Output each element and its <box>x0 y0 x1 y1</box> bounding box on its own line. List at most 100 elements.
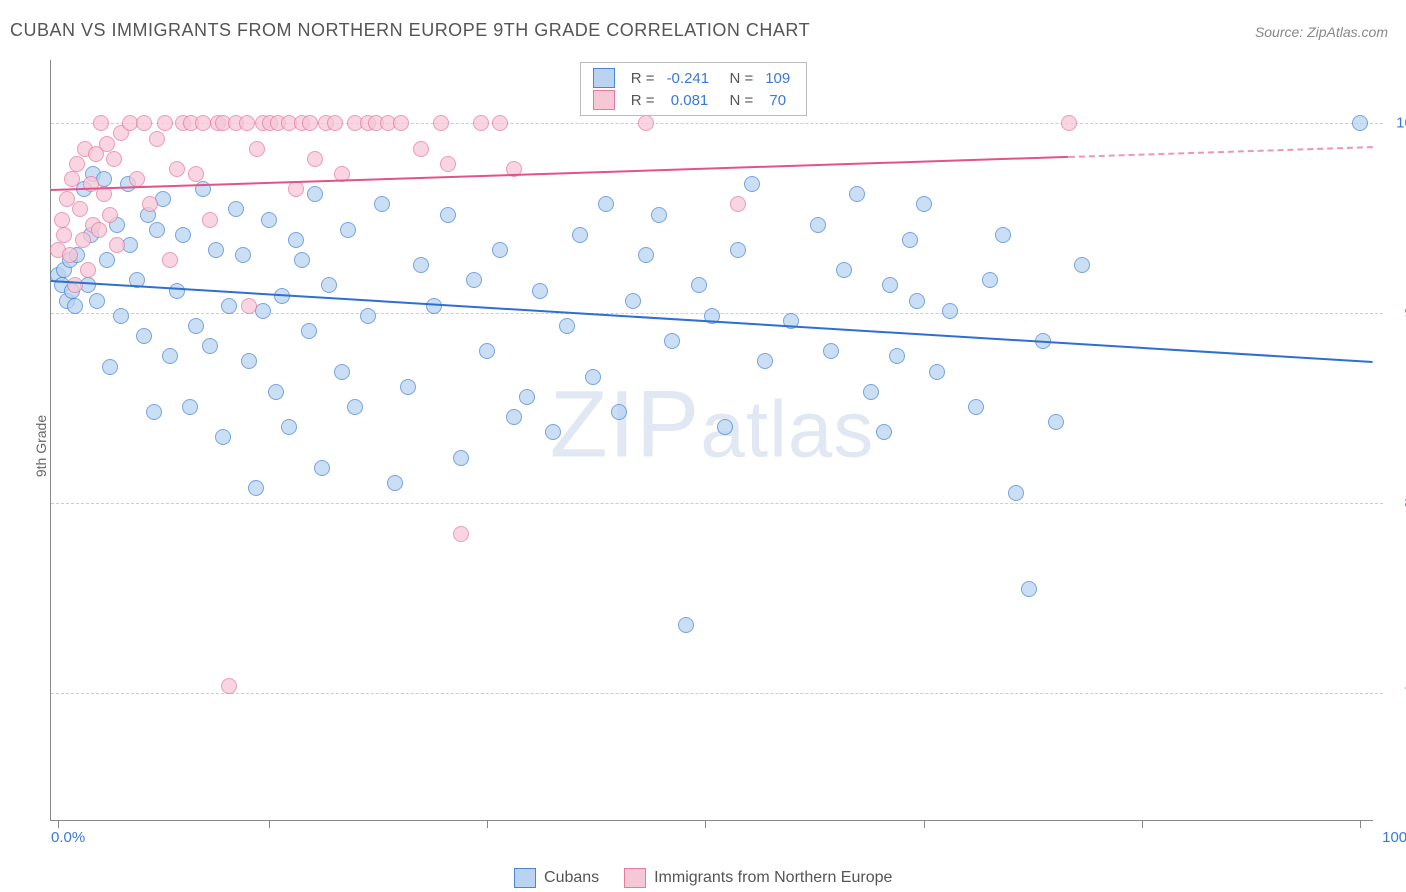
data-point <box>340 222 356 238</box>
data-point <box>836 262 852 278</box>
data-point <box>691 277 707 293</box>
data-point <box>175 227 191 243</box>
legend-bottom: Cubans Immigrants from Northern Europe <box>0 868 1406 888</box>
data-point <box>995 227 1011 243</box>
data-point <box>611 404 627 420</box>
data-point <box>294 252 310 268</box>
data-point <box>93 115 109 131</box>
data-point <box>942 303 958 319</box>
data-point <box>215 429 231 445</box>
legend-table: R =-0.241 N =109R = 0.081 N = 70 <box>587 67 796 111</box>
data-point <box>1352 115 1368 131</box>
data-point <box>221 678 237 694</box>
data-point <box>202 212 218 228</box>
legend-swatch-icon <box>514 868 536 888</box>
data-point <box>162 252 178 268</box>
data-point <box>598 196 614 212</box>
data-point <box>664 333 680 349</box>
data-point <box>157 115 173 131</box>
data-point <box>221 298 237 314</box>
data-point <box>195 115 211 131</box>
data-point <box>327 115 343 131</box>
source-label: Source: <box>1255 24 1307 40</box>
trend-line <box>51 280 1373 363</box>
y-tick-label: 92.5% <box>1387 305 1406 322</box>
data-point <box>249 141 265 157</box>
data-point <box>360 308 376 324</box>
data-point <box>916 196 932 212</box>
y-tick-label: 100.0% <box>1387 115 1406 132</box>
data-point <box>228 201 244 217</box>
data-point <box>453 450 469 466</box>
data-point <box>109 237 125 253</box>
data-point <box>1048 414 1064 430</box>
data-point <box>823 343 839 359</box>
data-point <box>810 217 826 233</box>
data-point <box>863 384 879 400</box>
x-tick <box>924 820 925 828</box>
data-point <box>519 389 535 405</box>
data-point <box>136 115 152 131</box>
data-point <box>202 338 218 354</box>
data-point <box>1074 257 1090 273</box>
data-point <box>572 227 588 243</box>
x-tick <box>58 820 59 828</box>
data-point <box>1008 485 1024 501</box>
x-tick-label: 100.0% <box>1382 829 1406 846</box>
data-point <box>248 480 264 496</box>
x-tick <box>705 820 706 828</box>
legend-item-immigrants: Immigrants from Northern Europe <box>624 869 893 886</box>
data-point <box>400 379 416 395</box>
legend-inset: R =-0.241 N =109R = 0.081 N = 70 <box>580 62 807 116</box>
data-point <box>67 277 83 293</box>
watermark: ZIPatlas <box>550 370 875 479</box>
data-point <box>99 136 115 152</box>
data-point <box>321 277 337 293</box>
x-tick <box>1142 820 1143 828</box>
data-point <box>162 348 178 364</box>
data-point <box>241 353 257 369</box>
data-point <box>882 277 898 293</box>
data-point <box>492 115 508 131</box>
data-point <box>75 232 91 248</box>
y-axis-label: 9th Grade <box>33 415 49 477</box>
data-point <box>169 161 185 177</box>
data-point <box>54 212 70 228</box>
legend-item-cubans: Cubans <box>514 869 604 886</box>
data-point <box>347 399 363 415</box>
data-point <box>102 359 118 375</box>
y-tick-label: 85.0% <box>1387 495 1406 512</box>
data-point <box>129 171 145 187</box>
grid-line <box>51 693 1383 694</box>
data-point <box>235 247 251 263</box>
scatter-plot: ZIPatlas 77.5%85.0%92.5%100.0%0.0%100.0%… <box>50 60 1373 821</box>
data-point <box>559 318 575 334</box>
data-point <box>67 298 83 314</box>
data-point <box>261 212 277 228</box>
data-point <box>288 181 304 197</box>
data-point <box>188 166 204 182</box>
data-point <box>89 293 105 309</box>
data-point <box>413 257 429 273</box>
data-point <box>982 272 998 288</box>
data-point <box>638 247 654 263</box>
data-point <box>433 115 449 131</box>
data-point <box>149 222 165 238</box>
data-point <box>929 364 945 380</box>
data-point <box>301 323 317 339</box>
data-point <box>142 196 158 212</box>
data-point <box>453 526 469 542</box>
data-point <box>1021 581 1037 597</box>
data-point <box>208 242 224 258</box>
data-point <box>136 328 152 344</box>
data-point <box>106 151 122 167</box>
x-tick-label: 0.0% <box>51 829 85 846</box>
data-point <box>678 617 694 633</box>
data-point <box>91 222 107 238</box>
source-value: ZipAtlas.com <box>1307 24 1388 40</box>
data-point <box>968 399 984 415</box>
data-point <box>80 262 96 278</box>
x-tick <box>269 820 270 828</box>
data-point <box>744 176 760 192</box>
data-point <box>188 318 204 334</box>
